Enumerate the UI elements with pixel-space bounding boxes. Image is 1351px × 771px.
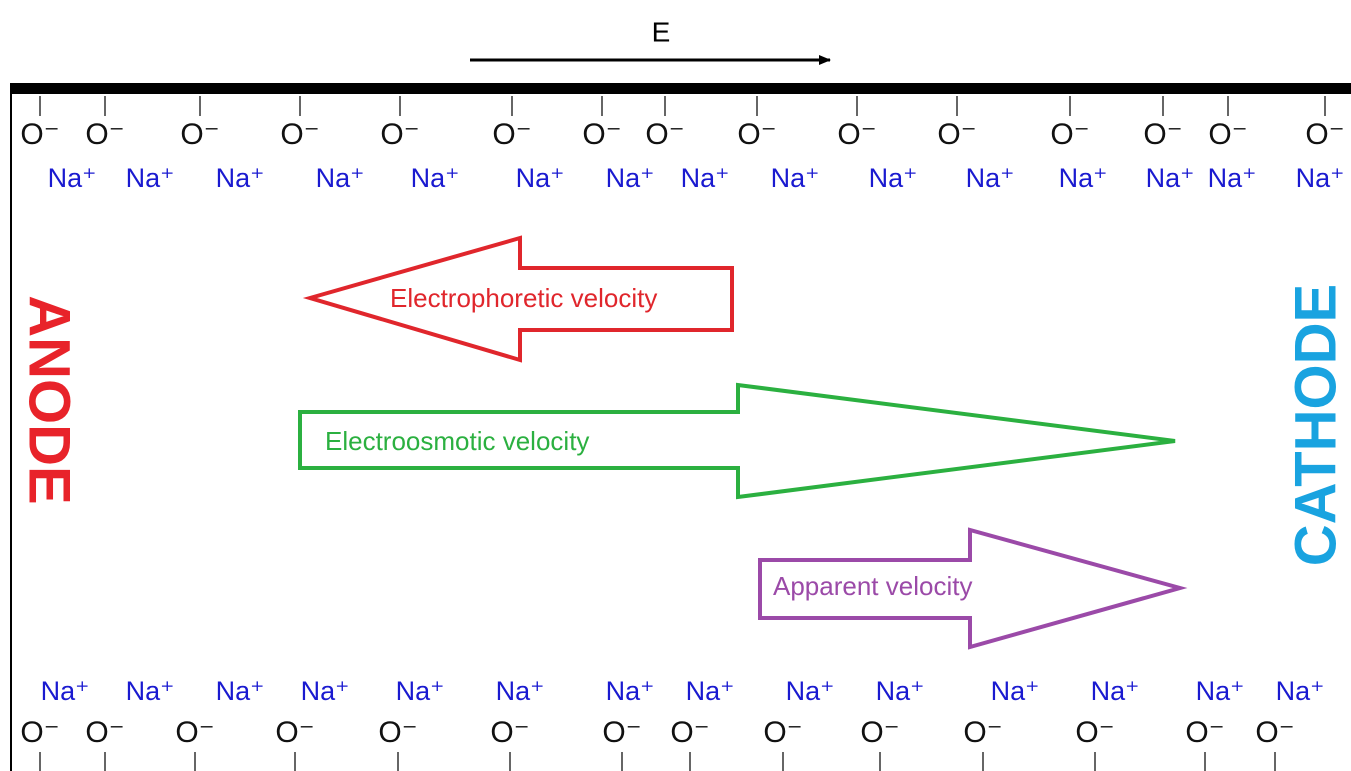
anion: O⁻ <box>1255 716 1294 749</box>
field-label: E <box>652 16 671 47</box>
anion: O⁻ <box>737 118 776 151</box>
electrophoretic-arrow <box>302 235 734 363</box>
cation: Na⁺ <box>48 163 97 193</box>
anion: O⁻ <box>1208 118 1247 151</box>
anode-label: ANODE <box>17 295 82 504</box>
cation: Na⁺ <box>686 676 735 706</box>
cation: Na⁺ <box>126 676 175 706</box>
anion: O⁻ <box>763 716 802 749</box>
cation: Na⁺ <box>1276 676 1325 706</box>
cation: Na⁺ <box>1146 163 1195 193</box>
cation: Na⁺ <box>991 676 1040 706</box>
electroosmotic-arrow <box>298 382 1176 500</box>
anion: O⁻ <box>670 716 709 749</box>
cation: Na⁺ <box>126 163 175 193</box>
cation: Na⁺ <box>966 163 1015 193</box>
cation: Na⁺ <box>681 163 730 193</box>
electrophoretic-label: Electrophoretic velocity <box>390 283 657 313</box>
anion: O⁻ <box>1143 118 1182 151</box>
cation: Na⁺ <box>1296 163 1345 193</box>
anion: O⁻ <box>582 118 621 151</box>
anion: O⁻ <box>180 118 219 151</box>
cation: Na⁺ <box>606 163 655 193</box>
top-wall <box>10 83 1351 94</box>
anion: O⁻ <box>645 118 684 151</box>
anion: O⁻ <box>85 716 124 749</box>
anion: O⁻ <box>1185 716 1224 749</box>
cation: Na⁺ <box>771 163 820 193</box>
anion: O⁻ <box>1075 716 1114 749</box>
cation: Na⁺ <box>606 676 655 706</box>
anion: O⁻ <box>1050 118 1089 151</box>
cation: Na⁺ <box>876 676 925 706</box>
cation: Na⁺ <box>516 163 565 193</box>
anion: O⁻ <box>837 118 876 151</box>
cation: Na⁺ <box>396 676 445 706</box>
anion: O⁻ <box>175 716 214 749</box>
ions: O⁻ O⁻ O⁻ O⁻ O⁻ O⁻ O⁻ O⁻ O⁻ O⁻ O⁻ O⁻ O⁻ O⁻ O⁻Na⁺ Na⁺ Na⁺ N… <box>20 96 1345 771</box>
anion: O⁻ <box>490 716 529 749</box>
cation: Na⁺ <box>411 163 460 193</box>
cation: Na⁺ <box>316 163 365 193</box>
cation: Na⁺ <box>869 163 918 193</box>
anion: O⁻ <box>860 716 899 749</box>
cation: Na⁺ <box>1091 676 1140 706</box>
anion: O⁻ <box>85 118 124 151</box>
electroosmotic-label: Electroosmotic velocity <box>325 426 589 456</box>
anion: O⁻ <box>937 118 976 151</box>
apparent-label: Apparent velocity <box>773 571 972 601</box>
anion: O⁻ <box>20 716 59 749</box>
anion: O⁻ <box>20 118 59 151</box>
cation: Na⁺ <box>301 676 350 706</box>
cation: Na⁺ <box>41 676 90 706</box>
cathode-label: CATHODE <box>1283 284 1348 566</box>
anion: O⁻ <box>380 118 419 151</box>
cation: Na⁺ <box>216 676 265 706</box>
cation: Na⁺ <box>786 676 835 706</box>
apparent-arrow <box>758 527 1188 650</box>
anion: O⁻ <box>492 118 531 151</box>
anion: O⁻ <box>275 716 314 749</box>
anion: O⁻ <box>378 716 417 749</box>
cation: Na⁺ <box>496 676 545 706</box>
anion: O⁻ <box>1305 118 1344 151</box>
anion: O⁻ <box>280 118 319 151</box>
anion: O⁻ <box>602 716 641 749</box>
cation: Na⁺ <box>216 163 265 193</box>
cation: Na⁺ <box>1208 163 1257 193</box>
anion: O⁻ <box>963 716 1002 749</box>
cation: Na⁺ <box>1059 163 1108 193</box>
cation: Na⁺ <box>1196 676 1245 706</box>
